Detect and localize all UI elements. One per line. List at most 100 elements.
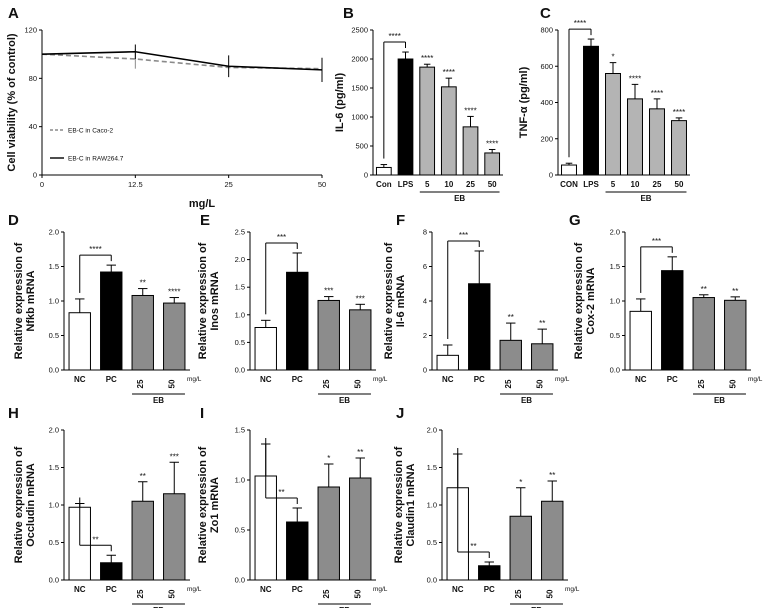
H-y-tick-label: 2.0 xyxy=(49,426,59,435)
panel-G: G 0.0 0.5 1.0 1.5 2.0 Relative expression of Co… xyxy=(569,212,763,405)
E-y-label: Relative expression of xyxy=(197,242,209,359)
D-bar-NC xyxy=(68,312,91,371)
B-x-label-50: 50 xyxy=(488,180,497,189)
panel-D: D 0.0 0.5 1.0 1.5 2.0 Relative expression of Nf… xyxy=(8,212,202,405)
B-sig-50: **** xyxy=(486,139,498,148)
B-x-label-10: 10 xyxy=(444,180,453,189)
F-x-label-PC: PC xyxy=(474,375,485,384)
H-bar-50 xyxy=(163,493,186,581)
A-y-tick-label: 120 xyxy=(24,26,37,35)
J-y-label: Relative expression of xyxy=(393,446,405,563)
E-x-label-NC: NC xyxy=(260,375,272,384)
C-x-label-50: 50 xyxy=(675,180,684,189)
C-y-tick-label: 200 xyxy=(540,134,553,143)
B-bar-LPS xyxy=(397,58,414,176)
panel-E: E 0.0 0.5 1.0 1.5 2.0 2.5 Relative expression o… xyxy=(197,212,388,405)
H-y-tick-label: 1.5 xyxy=(49,463,59,472)
B-y-tick-label: 2000 xyxy=(351,55,368,64)
H-bar-25 xyxy=(131,500,154,581)
J-bar-25 xyxy=(509,515,532,581)
C-x-label-5: 5 xyxy=(611,180,616,189)
B-x-label-5: 5 xyxy=(425,180,430,189)
J-bar-PC xyxy=(478,565,501,581)
B-group-label: EB xyxy=(454,194,465,203)
A-y-tick-label: 80 xyxy=(29,74,37,83)
A-series-2-line xyxy=(41,50,323,71)
panel-H: H 0.0 0.5 1.0 1.5 2.0 Relative expression of Oc… xyxy=(8,405,202,608)
panel-I: I 0.0 0.5 1.0 1.5 Relative expression of Zo1 m… xyxy=(197,405,388,608)
E-bar-NC xyxy=(254,326,277,371)
F-sig-25: ** xyxy=(508,313,514,322)
I-y-tick-label: 1.5 xyxy=(235,426,245,435)
G-bar-25 xyxy=(692,297,715,371)
B-x-label-LPS: LPS xyxy=(398,180,414,189)
F-y-tick-label: 8 xyxy=(423,228,427,237)
E-sig-50: *** xyxy=(356,294,365,303)
G-y-tick-label: 2.0 xyxy=(610,228,620,237)
J-y-tick-label: 2.0 xyxy=(427,426,437,435)
E-bar-25 xyxy=(317,299,340,371)
B-bar-5 xyxy=(419,66,436,176)
J-sig-25: * xyxy=(519,478,522,487)
panel-F: F 0 2 4 6 8 Relative expression of Il-6 mRNA NC P… xyxy=(383,212,570,405)
D-sig-50: **** xyxy=(168,288,180,297)
G-bracket-label: *** xyxy=(652,237,661,246)
C-bar-10 xyxy=(627,98,643,176)
I-y-tick-label: 0.5 xyxy=(235,526,245,535)
F-sig-50: ** xyxy=(539,319,545,328)
C-bar-LPS xyxy=(583,45,599,176)
C-sig-5: * xyxy=(611,53,614,62)
F-x-label-50: 50 xyxy=(535,379,544,388)
panel-C: C 0 200 400 600 800 TNF-α (pg/ml) CON LPS * 5 **** 1… xyxy=(518,5,690,203)
C-bracket-label: **** xyxy=(574,19,586,28)
D-x-label-NC: NC xyxy=(74,375,86,384)
I-group-label: EB xyxy=(339,606,350,608)
E-y-tick-label: 1.5 xyxy=(235,283,245,292)
G-x-label-NC: NC xyxy=(635,375,647,384)
C-y-tick-label: 600 xyxy=(540,62,553,71)
G-bar-50 xyxy=(724,299,747,371)
C-x-label-CON: CON xyxy=(560,180,578,189)
panel-H-letter: H xyxy=(8,405,19,422)
E-y-tick-label: 0.5 xyxy=(235,338,245,347)
B-sig-25: **** xyxy=(464,106,476,115)
C-y-tick-label: 800 xyxy=(540,26,553,35)
J-bracket-label: ** xyxy=(470,542,476,551)
H-x-label-PC: PC xyxy=(106,585,117,594)
E-unit-label: mg/L xyxy=(373,376,388,383)
F-y-label-2: Il-6 mRNA xyxy=(395,275,407,328)
D-bracket-label: **** xyxy=(89,245,101,254)
D-bar-PC xyxy=(100,271,123,371)
F-y-tick-label: 0 xyxy=(423,366,427,375)
I-x-label-NC: NC xyxy=(260,585,272,594)
I-y-tick-label: 0.0 xyxy=(235,576,245,585)
G-x-label-25: 25 xyxy=(697,379,706,388)
D-y-tick-label: 0.5 xyxy=(49,331,59,340)
B-bar-Con xyxy=(375,166,392,176)
F-bar-50 xyxy=(531,343,554,371)
H-y-tick-label: 0.5 xyxy=(49,538,59,547)
G-bar-PC xyxy=(661,270,684,371)
F-y-tick-label: 6 xyxy=(423,262,427,271)
H-bar-PC xyxy=(100,562,123,581)
I-y-label-2: Zo1 mRNA xyxy=(209,477,221,533)
I-y-tick-label: 1.0 xyxy=(235,476,245,485)
J-x-label-PC: PC xyxy=(484,585,495,594)
J-bar-50 xyxy=(541,500,564,581)
G-unit-label: mg/L xyxy=(748,376,763,383)
H-sig-25: ** xyxy=(140,472,146,481)
I-bar-25 xyxy=(317,486,340,581)
F-y-label: Relative expression of xyxy=(383,242,395,359)
J-y-tick-label: 1.0 xyxy=(427,501,437,510)
B-y-tick-label: 500 xyxy=(355,142,368,151)
D-sig-25: ** xyxy=(140,279,146,288)
I-y-label: Relative expression of xyxy=(197,446,209,563)
J-x-label-NC: NC xyxy=(452,585,464,594)
I-bar-50 xyxy=(349,477,372,581)
J-group-label: EB xyxy=(531,606,542,608)
D-y-tick-label: 1.5 xyxy=(49,262,59,271)
E-bar-PC xyxy=(286,271,309,371)
C-x-label-LPS: LPS xyxy=(583,180,599,189)
G-y-label: Relative expression of xyxy=(573,242,585,359)
E-y-tick-label: 0.0 xyxy=(235,366,245,375)
